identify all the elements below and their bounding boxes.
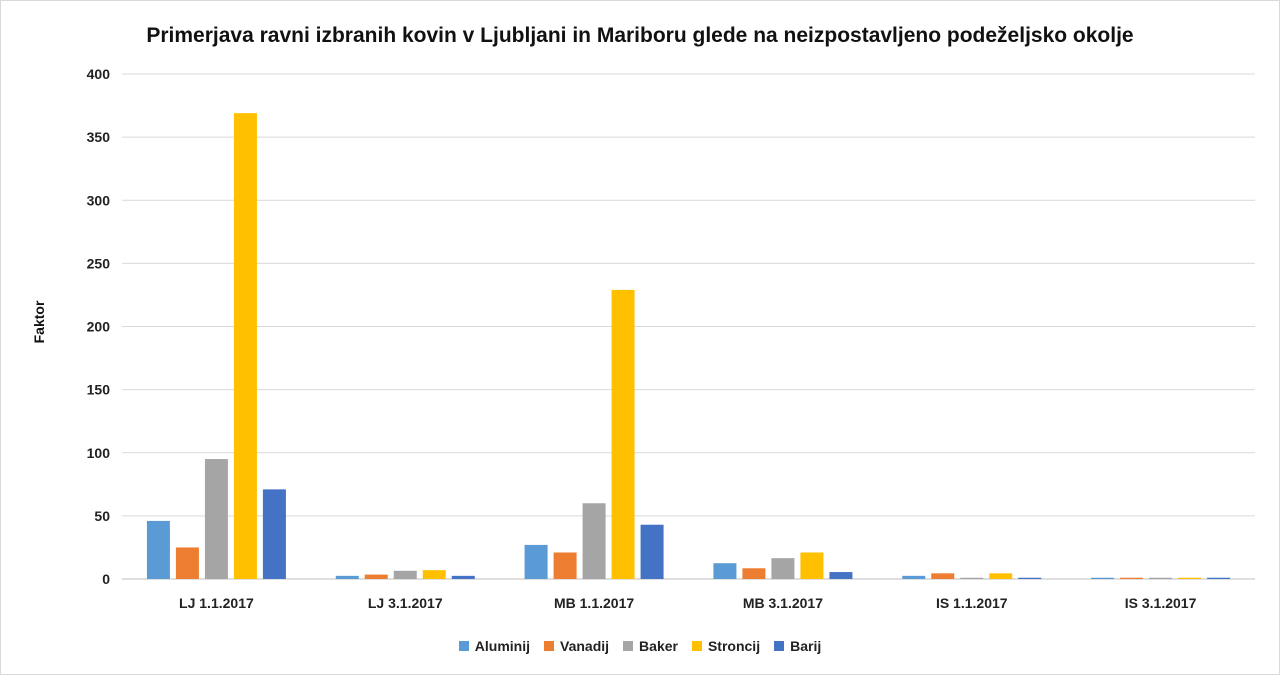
legend-label: Barij xyxy=(790,638,822,654)
y-tick-label: 400 xyxy=(87,66,111,82)
bar xyxy=(1091,577,1115,579)
legend-label: Baker xyxy=(639,638,678,654)
bar xyxy=(451,575,475,579)
bar xyxy=(989,573,1013,579)
legend-swatch xyxy=(774,641,785,651)
x-tick-label: MB 1.1.2017 xyxy=(554,595,634,611)
bar xyxy=(902,575,926,579)
bar xyxy=(931,573,955,579)
chart-title: Primerjava ravni izbranih kovin v Ljublj… xyxy=(146,24,1134,47)
legend-item: Stroncij xyxy=(691,638,761,654)
legend-swatch xyxy=(623,641,634,651)
bar xyxy=(829,572,853,579)
bar xyxy=(393,570,417,579)
bar xyxy=(233,113,257,579)
bar xyxy=(582,503,606,579)
y-tick-label: 350 xyxy=(87,129,111,145)
bar xyxy=(1178,577,1202,579)
x-tick-label: IS 1.1.2017 xyxy=(936,595,1008,611)
y-tick-label: 150 xyxy=(87,382,111,398)
legend-item: Baker xyxy=(623,638,678,654)
bar xyxy=(640,524,664,579)
bar xyxy=(1207,577,1231,579)
bar xyxy=(146,520,170,579)
legend-swatch xyxy=(691,641,702,651)
legend-label: Vanadij xyxy=(560,638,610,654)
y-tick-label: 250 xyxy=(87,255,111,271)
legend-item: Aluminij xyxy=(458,638,531,654)
bar xyxy=(422,570,446,579)
x-tick-label: MB 3.1.2017 xyxy=(743,595,823,611)
bar xyxy=(800,552,824,579)
x-tick-label: LJ 1.1.2017 xyxy=(179,595,254,611)
y-tick-label: 0 xyxy=(102,571,110,587)
bar xyxy=(771,558,795,579)
bar xyxy=(1149,577,1173,579)
bar xyxy=(1120,577,1144,579)
legend-swatch xyxy=(544,641,555,651)
bar xyxy=(742,568,766,579)
y-tick-label: 200 xyxy=(87,319,111,335)
bar xyxy=(335,575,359,579)
bar xyxy=(262,489,286,579)
legend-swatch xyxy=(458,641,469,651)
x-tick-label: LJ 3.1.2017 xyxy=(368,595,443,611)
legend-label: Aluminij xyxy=(474,638,531,654)
bar xyxy=(553,552,577,579)
legend-label: Stroncij xyxy=(707,638,761,654)
bar xyxy=(364,574,388,579)
bar xyxy=(175,547,199,579)
x-tick-label: IS 3.1.2017 xyxy=(1125,595,1197,611)
y-tick-label: 100 xyxy=(87,445,111,461)
bar xyxy=(1018,577,1042,579)
bar xyxy=(713,563,737,579)
y-tick-label: 50 xyxy=(94,508,110,524)
bar xyxy=(524,544,548,579)
bar xyxy=(611,289,635,579)
legend-item: Vanadij xyxy=(544,638,609,654)
bar xyxy=(960,577,984,579)
bar xyxy=(204,459,228,579)
chart-legend: Aluminij Vanadij Baker Stroncij Barij xyxy=(0,638,1280,654)
legend-item: Barij xyxy=(774,638,821,654)
y-tick-label: 300 xyxy=(87,192,111,208)
